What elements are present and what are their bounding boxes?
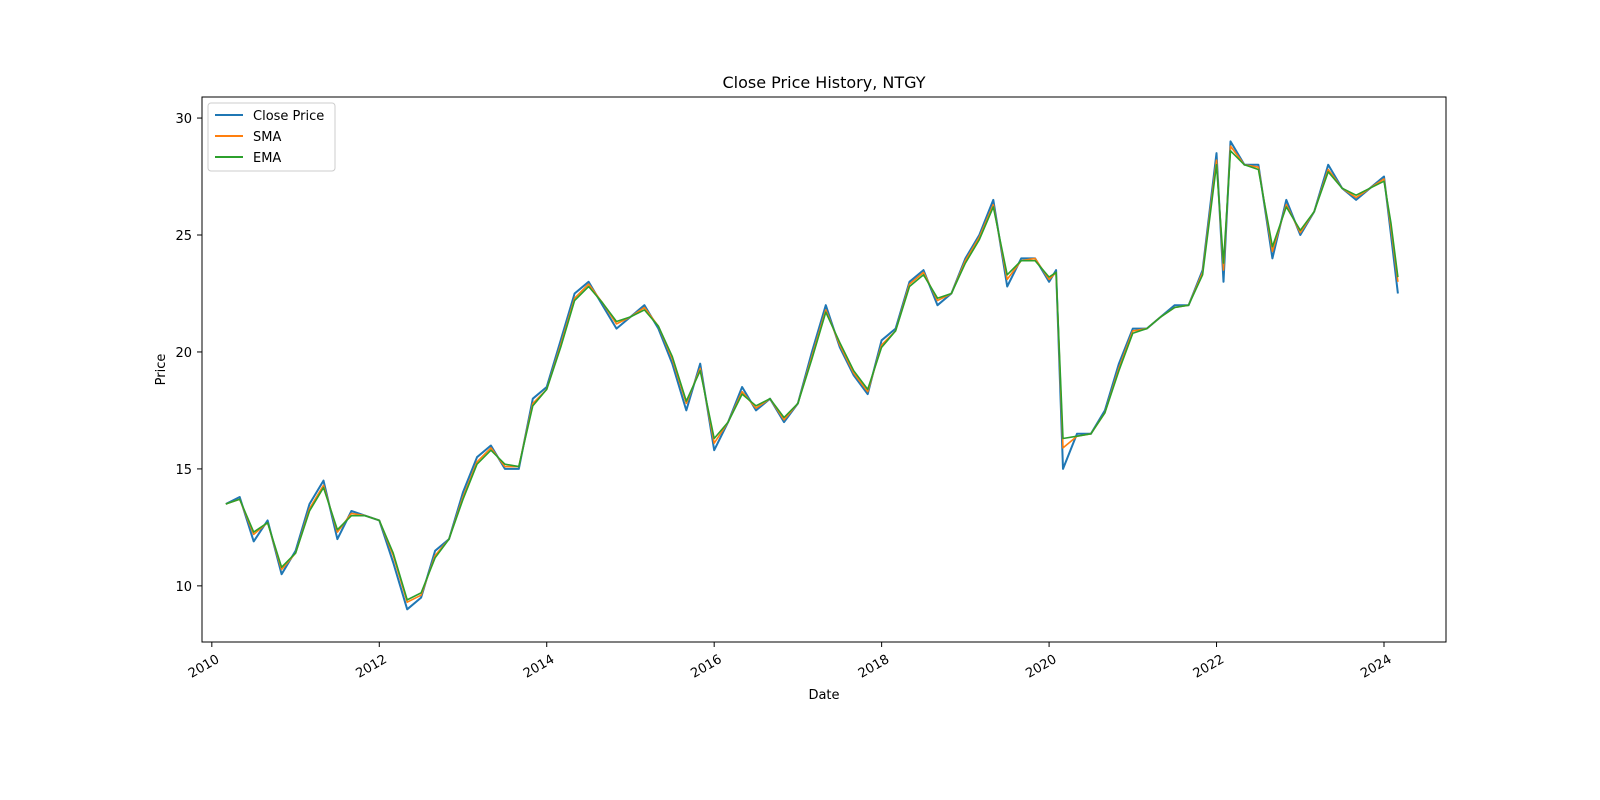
plot-frame — [201, 96, 1447, 643]
y-tick-label: 30 — [175, 112, 192, 127]
series-line-ema — [225, 150, 1399, 601]
y-axis: 10 15 20 25 30 — [175, 112, 202, 595]
y-tick-label: 25 — [175, 229, 192, 244]
y-tick-label: 20 — [175, 346, 192, 361]
legend-box — [207, 102, 336, 172]
chart-title: Close Price History, NTGY — [723, 73, 926, 92]
y-tick-label: 15 — [175, 463, 192, 478]
legend-label: EMA — [253, 151, 281, 166]
y-tick-label: 10 — [175, 580, 192, 595]
x-axis-title: Date — [808, 688, 839, 703]
plot-area — [201, 96, 1447, 643]
y-axis-title: Price — [154, 354, 169, 386]
legend: Close Price SMA EMA — [207, 102, 336, 172]
series-layer — [225, 140, 1399, 611]
legend-label: Close Price — [253, 109, 324, 124]
legend-label: SMA — [253, 130, 281, 145]
